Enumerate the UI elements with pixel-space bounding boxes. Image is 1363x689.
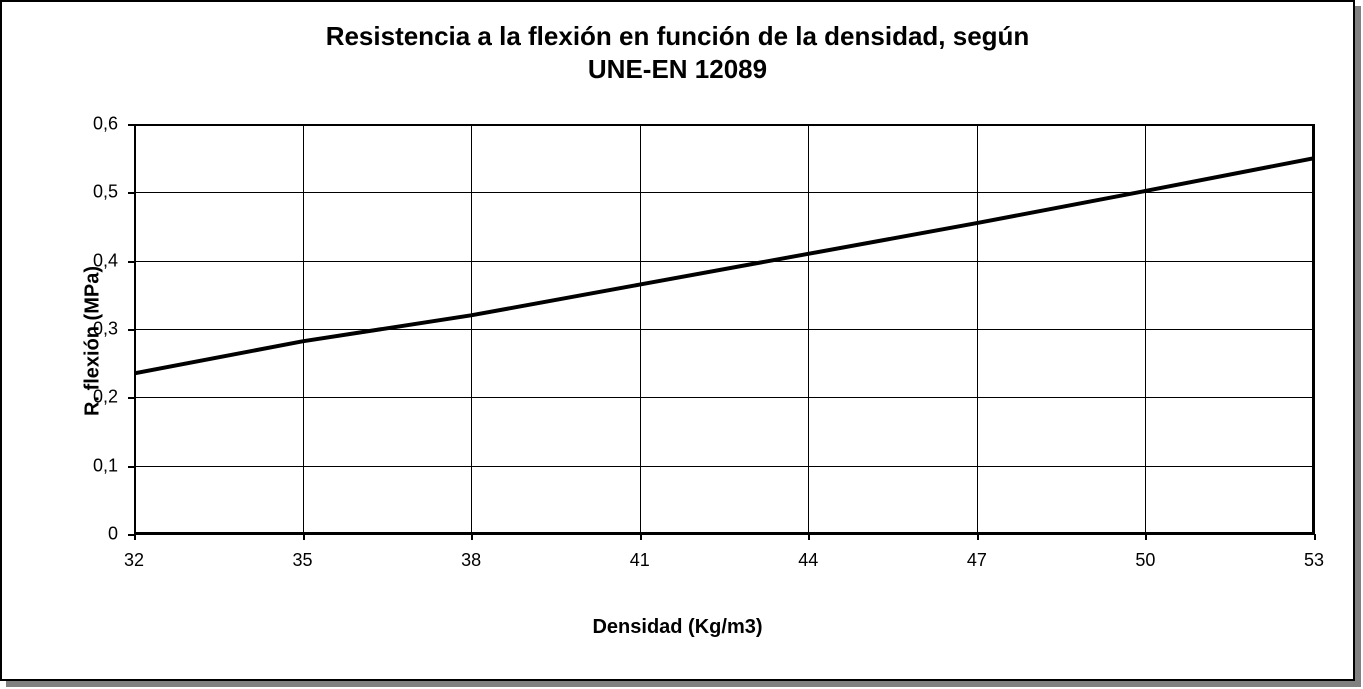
y-tick <box>128 466 134 468</box>
x-tick-label: 38 <box>461 550 481 571</box>
x-tick-label: 53 <box>1304 550 1324 571</box>
x-axis-label: Densidad (Kg/m3) <box>2 616 1353 639</box>
y-tick-label: 0 <box>68 524 118 545</box>
y-tick-label: 0,3 <box>68 319 118 340</box>
y-tick <box>128 261 134 263</box>
y-tick-label: 0,4 <box>68 250 118 271</box>
x-tick <box>134 534 136 540</box>
x-tick <box>1314 534 1316 540</box>
data-line <box>134 158 1314 373</box>
x-tick <box>1145 534 1147 540</box>
line-series <box>134 124 1314 534</box>
x-tick-label: 50 <box>1135 550 1155 571</box>
x-tick-label: 47 <box>967 550 987 571</box>
y-tick-label: 0,1 <box>68 455 118 476</box>
y-tick <box>128 192 134 194</box>
chart-title-line1: Resistencia a la flexión en función de l… <box>2 20 1353 53</box>
y-tick-label: 0,2 <box>68 387 118 408</box>
chart-panel: Resistencia a la flexión en función de l… <box>0 0 1355 681</box>
y-tick <box>128 124 134 126</box>
y-tick-label: 0,5 <box>68 182 118 203</box>
x-tick <box>471 534 473 540</box>
y-tick <box>128 397 134 399</box>
x-tick <box>303 534 305 540</box>
y-tick <box>128 329 134 331</box>
x-tick-label: 44 <box>798 550 818 571</box>
x-tick-label: 35 <box>293 550 313 571</box>
chart-title-line2: UNE-EN 12089 <box>2 53 1353 86</box>
x-tick-label: 32 <box>124 550 144 571</box>
gridline-horizontal <box>134 534 1314 535</box>
chart-title: Resistencia a la flexión en función de l… <box>2 20 1353 85</box>
gridline-vertical <box>1314 124 1315 534</box>
chart-container: Resistencia a la flexión en función de l… <box>0 0 1363 689</box>
y-tick-label: 0,6 <box>68 114 118 135</box>
x-tick <box>977 534 979 540</box>
plot-area <box>134 124 1314 534</box>
x-tick-label: 41 <box>630 550 650 571</box>
x-tick <box>808 534 810 540</box>
x-tick <box>640 534 642 540</box>
